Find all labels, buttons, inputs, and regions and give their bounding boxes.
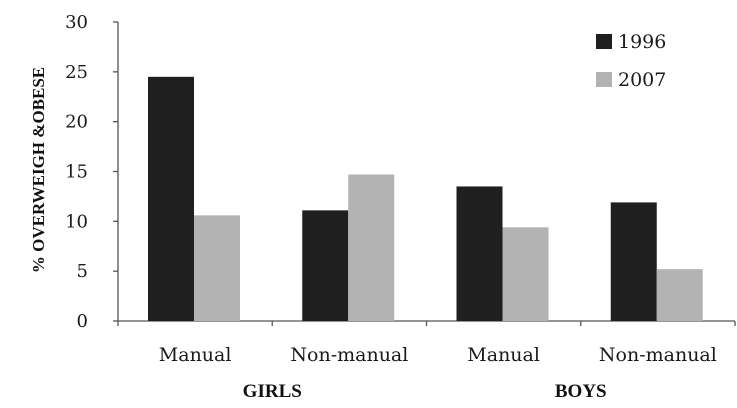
legend: 1996 2007 [596,31,666,91]
y-tick-label: 10 [65,211,88,232]
legend-swatch [596,34,612,49]
y-axis: 0 5 10 15 20 25 30 [65,12,119,332]
bars [148,76,703,321]
y-tick-label: 20 [65,112,88,133]
legend-swatch [596,72,612,87]
y-axis-label: % OVERWEIGH &OBESE [29,67,48,273]
group-label: BOYS [555,381,607,402]
bar-1996-3 [456,186,503,321]
bar-2007-4 [656,269,703,321]
bar-1996-1 [148,76,194,321]
x-tick-label: Non-manual [599,344,717,366]
bar-2007-3 [502,227,549,321]
bar-1996-2 [302,210,349,321]
bar-1996-4 [610,202,657,321]
x-axis [117,320,736,326]
group-label: GIRLS [243,381,302,402]
y-tick-label: 5 [77,261,88,282]
category-labels: Manual Non-manual Manual Non-manual [159,344,717,366]
legend-label: 2007 [618,69,666,91]
x-tick-label: Manual [467,344,540,366]
bar-2007-1 [194,215,240,321]
y-tick-label: 25 [65,62,88,83]
y-tick-label: 15 [65,162,88,183]
bar-2007-2 [348,174,395,321]
x-tick-label: Non-manual [290,344,408,366]
x-tick-label: Manual [159,344,232,366]
y-tick-label: 0 [77,311,88,332]
group-labels: GIRLS BOYS [243,381,607,402]
y-tick-label: 30 [65,12,88,33]
legend-label: 1996 [618,31,666,53]
